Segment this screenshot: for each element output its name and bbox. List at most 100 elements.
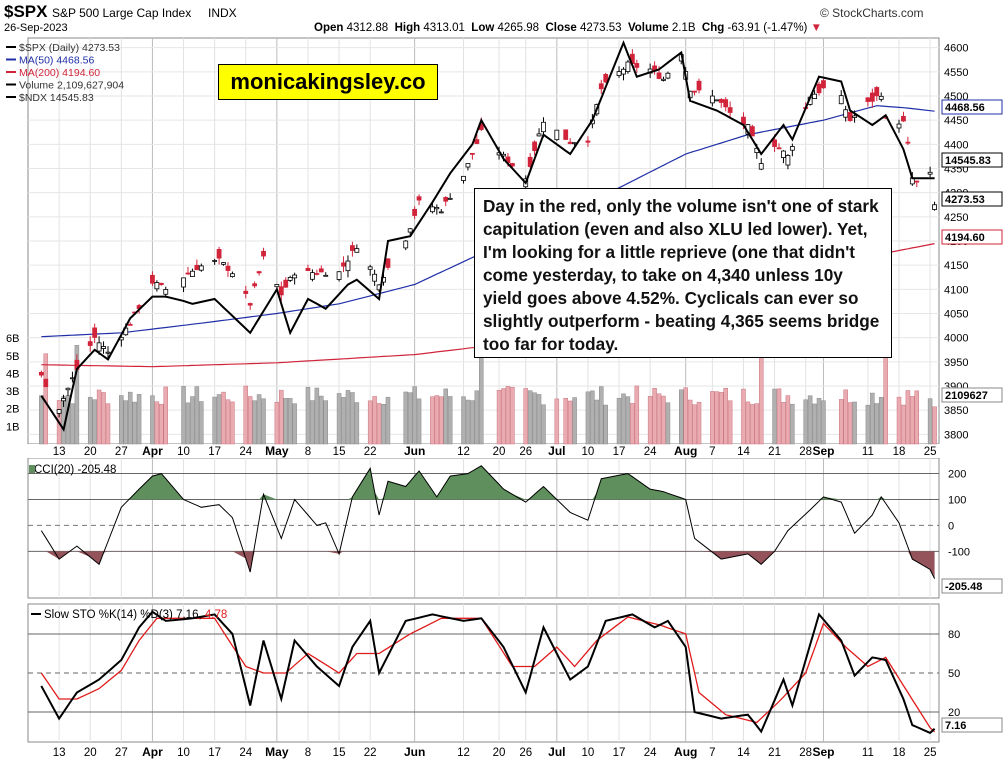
candle-body [318, 268, 324, 273]
candle-body [61, 398, 66, 402]
volume-bar [92, 399, 97, 445]
candle-body [230, 273, 235, 277]
candle-body [287, 277, 293, 281]
price-tick-label: 4450 [944, 115, 968, 127]
date-tick-label: 25 [924, 446, 937, 458]
high-label: High [394, 22, 421, 34]
volume-bar [812, 403, 817, 445]
candle-body [776, 147, 782, 150]
volume-bar [554, 398, 560, 445]
volume-bar [541, 404, 546, 445]
volume-bar [687, 399, 693, 445]
volume-bar [776, 388, 782, 445]
volume-bar [656, 393, 662, 445]
candle-body [785, 155, 791, 166]
volume-bar [385, 396, 391, 445]
candle-body [323, 274, 329, 277]
date-tick-label: 8 [305, 446, 311, 458]
volume-bar [381, 404, 386, 445]
value-label-box [941, 717, 1003, 733]
value-label-text: 4273.53 [945, 194, 985, 206]
volume-bar [692, 404, 697, 445]
candle-body [438, 211, 444, 214]
volume-bar [70, 403, 75, 445]
volume-bar [585, 391, 591, 445]
candle-body [665, 72, 671, 79]
date-tick-label: Sep [812, 745, 834, 759]
candle-body [927, 171, 933, 175]
candle-body [536, 133, 542, 137]
date-tick-label: 21 [768, 446, 781, 458]
volume-bar [225, 399, 231, 445]
candle-body [190, 270, 195, 277]
date-tick-label: 24 [644, 747, 657, 759]
candle-body [443, 197, 449, 202]
candle-body [509, 163, 515, 167]
candle-body [696, 80, 702, 91]
candle-body [692, 90, 697, 93]
candle-body [718, 99, 724, 103]
volume-bar [758, 346, 764, 445]
volume-bar [527, 390, 533, 445]
low-label: Low [471, 22, 495, 34]
date-tick-label: 12 [457, 446, 470, 458]
value-label-text: 4194.60 [945, 232, 985, 244]
volume-bar [901, 404, 906, 445]
date-tick-label: 13 [53, 446, 66, 458]
volume-bar [590, 390, 595, 445]
volume-bar [927, 398, 933, 445]
volume-bar [292, 403, 297, 445]
value-label-box [941, 99, 1003, 115]
volume-bar [354, 402, 360, 445]
watermark-badge: monicakingsley.co [218, 64, 438, 100]
header-date: 26-Sep-2023 [4, 22, 68, 34]
candle-body [816, 83, 822, 94]
volume-bar [159, 403, 164, 445]
candle-body [305, 267, 311, 271]
value-label-text: -205.48 [945, 581, 982, 593]
low-value: 4265.98 [497, 22, 540, 34]
date-tick-label: 28 [799, 747, 812, 759]
date-tick-label: 17 [208, 747, 221, 759]
date-strip-bg [0, 444, 1004, 458]
cci-tick-label: 200 [948, 469, 966, 481]
volume-bar [754, 403, 760, 445]
candle-body [465, 163, 471, 168]
date-tick-label: 10 [582, 446, 595, 458]
candle-body [216, 249, 222, 259]
candle-body [616, 71, 622, 76]
volume-bar [838, 399, 844, 445]
candle-body [461, 175, 466, 181]
volume-bar [230, 401, 235, 445]
volume-bar [683, 387, 688, 445]
header-symbol: $SPX [4, 2, 48, 21]
volume-bar [803, 399, 808, 445]
volume-bar [287, 398, 293, 445]
date-tick-label: 17 [613, 446, 626, 458]
volume-tick-label: 1B [6, 421, 19, 433]
candle-body [781, 150, 786, 159]
sto-tick-label: 20 [948, 707, 960, 719]
volume-bar [652, 387, 657, 445]
candle-body [852, 115, 857, 118]
volume-bar [616, 397, 622, 445]
volume-bar [323, 400, 328, 445]
date-tick-label: 10 [582, 747, 595, 759]
candle-body [247, 303, 253, 306]
volume-bar [136, 394, 142, 445]
candle-body [567, 141, 573, 144]
volume-value-label: 2109627 [941, 387, 1003, 403]
volume-bar [594, 399, 600, 445]
volume-bar [843, 389, 848, 445]
volume-bar [403, 391, 408, 445]
candle-body [292, 274, 298, 279]
down-triangle-icon: ▼ [810, 22, 822, 34]
value-label-box [941, 229, 1003, 245]
value-label-box [941, 152, 1003, 168]
candle-body [56, 409, 62, 414]
legend-entry: MA(200) 4194.60 [19, 67, 100, 79]
candle-body [914, 180, 920, 183]
volume-bar [367, 400, 373, 445]
volume-bar [781, 402, 786, 445]
